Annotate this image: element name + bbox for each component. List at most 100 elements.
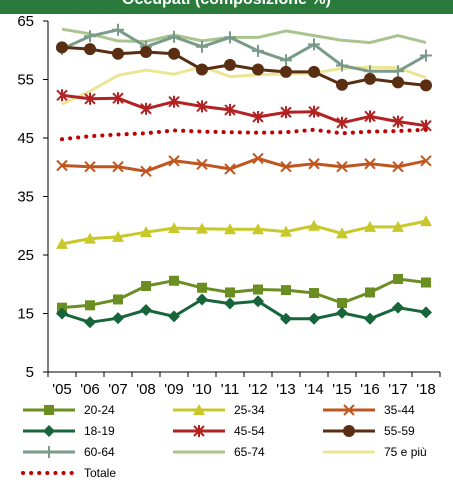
data-point-18-19 — [364, 312, 376, 325]
x-tick-label: '16 — [360, 381, 380, 398]
legend-item-45-54: 45-54 — [170, 421, 265, 441]
legend-swatch — [323, 450, 375, 454]
data-point-20-24 — [393, 273, 403, 284]
chart-legend: 20-24 25-34 35-44 18-19 45-54 55-59 60-64 65-74… — [20, 400, 450, 487]
data-point-25-34 — [252, 223, 264, 235]
series-line-35-44 — [61, 157, 427, 173]
legend-swatch-marker — [343, 425, 355, 437]
legend-swatch — [23, 405, 75, 415]
data-point-35-44 — [84, 160, 96, 173]
legend-swatch — [23, 446, 75, 458]
data-point-18-19 — [224, 297, 236, 310]
legend-label: 55-59 — [384, 424, 415, 438]
x-tick-label: '07 — [108, 381, 128, 398]
data-point-25-34 — [224, 223, 236, 235]
data-point-20-24 — [337, 297, 347, 308]
legend-label: 35-44 — [384, 403, 415, 417]
series-35-44 — [56, 152, 432, 178]
data-point-55-59 — [280, 65, 292, 78]
legend-swatch — [323, 404, 375, 416]
legend-item-60-64: 60-64 — [20, 442, 115, 462]
series-18-19 — [56, 293, 432, 329]
legend-swatch — [173, 425, 225, 437]
x-tick-label: '17 — [388, 381, 408, 398]
legend-item-25-34: 25-34 — [170, 400, 265, 420]
data-point-60-64 — [224, 31, 236, 44]
legend-item-35-44: 35-44 — [320, 400, 415, 420]
data-point-35-44 — [224, 163, 236, 175]
data-point-25-34 — [420, 215, 432, 227]
data-point-35-44 — [196, 158, 208, 171]
data-point-25-34 — [140, 226, 152, 238]
legend-swatch-marker — [193, 404, 205, 415]
legend-label: 18-19 — [84, 424, 115, 438]
data-point-20-24 — [169, 275, 179, 286]
legend-swatch — [21, 471, 77, 475]
data-point-25-34 — [196, 222, 208, 234]
x-tick-label: '11 — [221, 381, 239, 398]
series-totale — [60, 127, 428, 142]
data-point-18-19 — [308, 312, 320, 325]
legend-label: 75 e più — [384, 445, 427, 459]
data-point-60-64 — [280, 54, 292, 67]
legend-item-18-19: 18-19 — [20, 421, 115, 441]
data-point-45-54 — [308, 105, 320, 118]
data-point-35-44 — [392, 160, 404, 173]
legend-label: 45-54 — [234, 424, 265, 438]
series-line-45-54 — [61, 93, 427, 128]
legend-swatch — [173, 404, 225, 415]
data-point-55-59 — [112, 47, 124, 60]
series-line-75-e-pi — [61, 65, 427, 106]
page-title: Occupati (composizione %) — [6, 0, 447, 9]
data-point-55-59 — [224, 58, 236, 71]
data-point-55-59 — [336, 78, 348, 91]
legend-swatch — [323, 425, 375, 437]
data-point-45-54 — [252, 110, 264, 123]
data-point-55-59 — [196, 63, 208, 76]
data-point-60-64 — [392, 65, 404, 78]
legend-item-20-24: 20-24 — [20, 400, 115, 420]
y-tick-label: 25 — [17, 247, 34, 264]
series-75-e-pi — [61, 65, 427, 106]
legend-item-75-e-pi: 75 e più — [320, 442, 427, 462]
x-tick-label: '09 — [164, 381, 184, 398]
data-point-60-64 — [84, 30, 96, 43]
data-point-60-64 — [168, 30, 180, 43]
data-point-55-59 — [56, 41, 68, 54]
legend-label: 25-34 — [234, 403, 265, 417]
data-point-45-54 — [392, 115, 404, 128]
data-point-20-24 — [85, 300, 95, 311]
data-point-35-44 — [308, 158, 320, 170]
data-point-55-59 — [364, 72, 376, 85]
data-point-18-19 — [196, 293, 208, 306]
data-point-45-54 — [224, 103, 236, 116]
data-point-25-34 — [364, 220, 376, 232]
legend-swatch-marker — [43, 425, 55, 437]
y-tick-label: 65 — [17, 13, 34, 30]
data-point-45-54 — [196, 100, 208, 113]
data-point-45-54 — [140, 102, 152, 115]
y-tick-label: 5 — [26, 364, 34, 381]
series-55-59 — [56, 41, 432, 92]
chart-axes — [43, 20, 441, 377]
series-25-34 — [56, 215, 432, 249]
data-point-18-19 — [252, 295, 264, 308]
data-point-45-54 — [168, 95, 180, 108]
data-point-55-59 — [392, 76, 404, 89]
series-line-65-74 — [61, 27, 427, 45]
data-point-35-44 — [420, 155, 432, 167]
legend-swatch-marker — [43, 446, 55, 458]
data-point-20-24 — [365, 287, 375, 298]
series-65-74 — [61, 27, 427, 45]
x-tick-label: '06 — [80, 381, 100, 398]
data-point-45-54 — [56, 89, 68, 102]
legend-swatch-marker — [44, 405, 54, 415]
x-tick-label: '15 — [332, 381, 352, 398]
data-point-25-34 — [112, 230, 124, 242]
legend-label: 20-24 — [84, 403, 115, 417]
data-point-18-19 — [336, 306, 348, 319]
y-tick-label: 45 — [17, 130, 34, 147]
legend-item-55-59: 55-59 — [320, 421, 415, 441]
legend-swatch — [23, 425, 75, 437]
chart-tick-labels: 5 15 25 35 45 55 65 '05 '06 '07 '08 '09 '10 '11 '12 '13… — [17, 13, 435, 398]
